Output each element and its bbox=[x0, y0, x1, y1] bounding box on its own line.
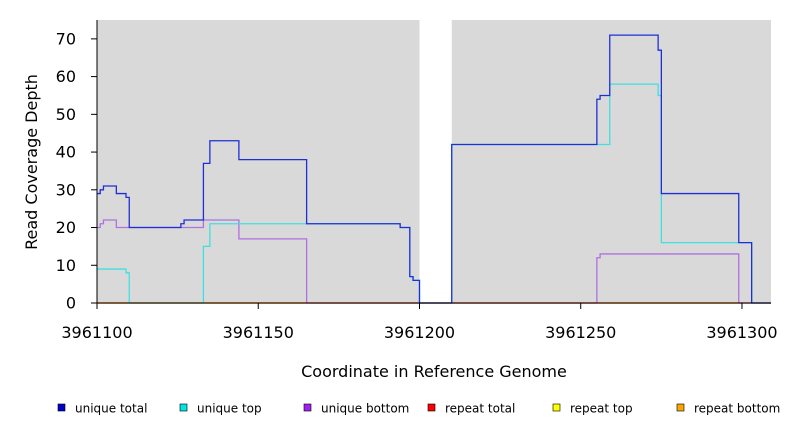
legend-swatch-repeat-bottom bbox=[676, 403, 685, 412]
legend-label-unique-bottom: unique bottom bbox=[321, 402, 409, 416]
y-tick-label: 10 bbox=[56, 256, 76, 275]
axes-layer: 0 10 20 30 40 50 60 70 3961100 3961150 3961200 3961… bbox=[56, 20, 778, 342]
x-axis-label: Coordinate in Reference Genome bbox=[301, 362, 567, 381]
legend-swatch-unique-top bbox=[179, 403, 188, 412]
x-tick-label: 3961300 bbox=[706, 323, 777, 342]
y-axis-label: Read Coverage Depth bbox=[22, 74, 41, 250]
legend-swatch-repeat-top bbox=[552, 403, 561, 412]
y-tick-label: 20 bbox=[56, 218, 76, 237]
legend-label-unique-top: unique top bbox=[197, 402, 262, 416]
y-tick-label: 30 bbox=[56, 180, 76, 199]
legend-swatch-unique-bottom bbox=[303, 403, 312, 412]
x-tick-label: 3961150 bbox=[223, 323, 294, 342]
x-tick-label: 3961200 bbox=[384, 323, 455, 342]
y-tick-label: 70 bbox=[56, 29, 76, 48]
plot-background bbox=[97, 20, 771, 304]
legend-label-repeat-top: repeat top bbox=[570, 402, 633, 416]
coverage-gap bbox=[419, 20, 452, 304]
series-line-unique-bottom bbox=[97, 219, 771, 304]
series-line-unique-total bbox=[97, 34, 771, 304]
legend-swatch-unique-total bbox=[57, 403, 66, 412]
legend: unique total unique top unique bottom repea… bbox=[57, 402, 780, 416]
legend-label-unique-total: unique total bbox=[75, 402, 147, 416]
y-tick-label: 40 bbox=[56, 143, 76, 162]
y-tick-label: 50 bbox=[56, 105, 76, 124]
legend-swatch-repeat-total bbox=[427, 403, 436, 412]
x-tick-label: 3961250 bbox=[545, 323, 616, 342]
y-tick-label: 0 bbox=[66, 294, 76, 313]
legend-label-repeat-total: repeat total bbox=[445, 402, 515, 416]
x-tick-label: 3961100 bbox=[61, 323, 132, 342]
y-tick-label: 60 bbox=[56, 67, 76, 86]
legend-label-repeat-bottom: repeat bottom bbox=[694, 402, 780, 416]
